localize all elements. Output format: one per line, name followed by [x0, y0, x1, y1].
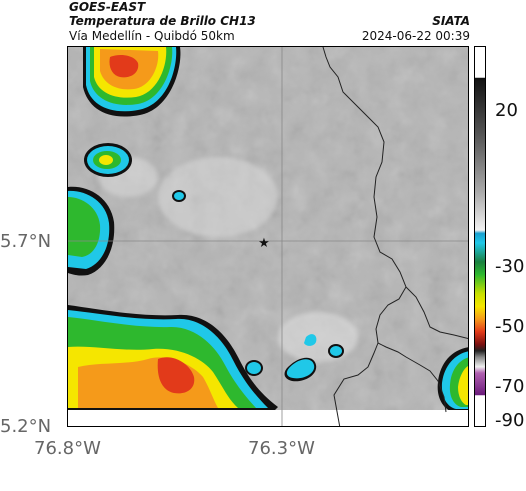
small-cells [172, 190, 344, 382]
datetime-label: 2024-06-22 00:39 [361, 29, 470, 43]
colorbar-tick-label: 20 [495, 100, 518, 121]
department-border [322, 47, 407, 426]
department-border [377, 342, 447, 413]
department-border [405, 286, 468, 340]
colorbar-tick-label: -30 [495, 256, 525, 277]
bright-patch [158, 157, 278, 237]
temperature-colorbar [474, 46, 486, 427]
cloud-bottom-right [437, 347, 468, 412]
lat-tick-label: 5.7°N [0, 231, 52, 252]
agency-label: SIATA [432, 14, 470, 28]
cloud-top-left [83, 47, 181, 117]
lon-tick-label: 76.3°W [248, 438, 315, 459]
no-data-strip [68, 410, 468, 426]
colorbar-tick-label: -50 [495, 316, 525, 337]
route-subtitle: Vía Medellín - Quibdó 50km [69, 29, 235, 43]
bright-patch [278, 312, 358, 362]
cloud-bottom-left [68, 305, 278, 412]
lat-tick-label: 5.2°N [0, 416, 52, 437]
location-star-icon: ★ [258, 236, 270, 251]
colorbar-tick-label: -70 [495, 376, 525, 397]
map-canvas: ★ [68, 47, 468, 426]
cloud-left-small [84, 143, 132, 177]
product-title: Temperatura de Brillo CH13 [69, 14, 256, 28]
satellite-name: GOES-EAST [69, 0, 146, 14]
colorbar-tick-label: -90 [495, 410, 525, 431]
satellite-map[interactable]: ★ [67, 46, 469, 427]
cloud-left-edge [68, 186, 115, 276]
lon-tick-label: 76.8°W [34, 438, 101, 459]
